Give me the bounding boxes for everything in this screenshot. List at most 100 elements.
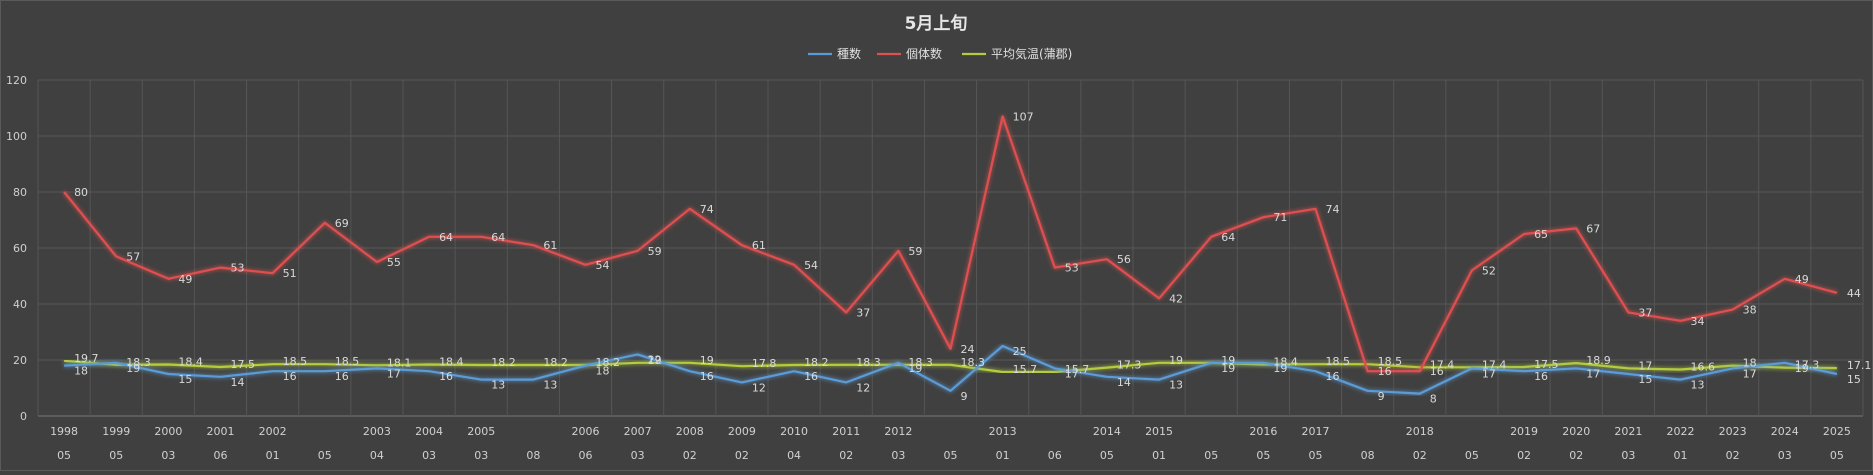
x-tick-sub: 03 (1778, 449, 1792, 462)
x-tick-year: 2001 (207, 425, 235, 438)
data-label: 37 (856, 306, 870, 319)
data-label: 18.3 (961, 356, 986, 369)
x-tick-year: 2025 (1823, 425, 1851, 438)
x-tick-year: 2010 (780, 425, 808, 438)
data-label: 17 (1065, 367, 1079, 380)
x-tick-sub: 05 (1100, 449, 1114, 462)
data-label: 13 (1169, 379, 1183, 392)
x-tick-year: 2009 (728, 425, 756, 438)
x-tick-year: 2008 (676, 425, 704, 438)
x-tick-sub: 02 (683, 449, 697, 462)
data-label: 18.5 (283, 355, 308, 368)
data-label: 8 (1430, 393, 1437, 406)
data-label: 19 (1273, 362, 1287, 375)
x-tick-year: 2003 (363, 425, 391, 438)
x-tick-year: 2021 (1614, 425, 1642, 438)
x-tick-year: 2004 (415, 425, 443, 438)
data-label: 18.5 (1326, 355, 1351, 368)
x-tick-year: 1999 (102, 425, 130, 438)
data-label: 51 (283, 267, 297, 280)
x-tick-year: 1998 (50, 425, 78, 438)
x-tick-sub: 01 (266, 449, 280, 462)
data-label: 61 (752, 239, 766, 252)
data-label: 42 (1169, 292, 1183, 305)
x-tick-sub: 03 (422, 449, 436, 462)
data-label: 49 (178, 273, 192, 286)
data-label: 19 (648, 354, 662, 367)
data-label: 64 (439, 231, 453, 244)
data-label: 34 (1691, 315, 1705, 328)
data-label: 107 (1013, 110, 1034, 123)
x-tick-year: 2017 (1302, 425, 1330, 438)
legend: 種数 個体数 平均気温(蒲郡) (808, 46, 1072, 61)
data-label: 57 (126, 250, 140, 263)
x-tick-sub: 02 (1726, 449, 1740, 462)
x-axis: 1998 05 1999 05 2000 03 2001 06 2002 01 05 2003 04 20… (50, 425, 1851, 462)
x-tick-sub: 05 (1465, 449, 1479, 462)
data-label: 14 (231, 376, 245, 389)
x-tick-sub: 02 (1517, 449, 1531, 462)
x-tick-year: 2013 (989, 425, 1017, 438)
data-label: 16 (1534, 370, 1548, 383)
data-label: 17 (1638, 359, 1652, 372)
y-tick-label: 120 (6, 74, 27, 87)
x-tick-sub: 02 (735, 449, 749, 462)
x-tick-sub: 08 (1361, 449, 1375, 462)
data-label: 18.5 (335, 355, 360, 368)
data-label: 74 (700, 203, 714, 216)
data-label: 17.5 (1534, 358, 1559, 371)
data-label: 24 (961, 343, 975, 356)
data-label: 19 (126, 362, 140, 375)
data-label: 16 (1326, 370, 1340, 383)
data-label: 15.7 (1013, 363, 1037, 376)
data-label: 17.3 (1117, 359, 1142, 372)
x-tick-sub: 05 (1830, 449, 1844, 462)
data-label: 25 (1013, 345, 1027, 358)
data-label: 53 (1065, 262, 1079, 275)
data-label: 44 (1847, 287, 1861, 300)
x-tick-year: 2012 (884, 425, 912, 438)
data-label: 16 (1430, 365, 1444, 378)
data-label: 22 (648, 353, 662, 366)
data-label: 12 (752, 381, 766, 394)
x-tick-sub: 06 (579, 449, 593, 462)
x-tick-year: 2014 (1093, 425, 1121, 438)
x-tick-sub: 02 (1569, 449, 1583, 462)
x-tick-year: 2023 (1719, 425, 1747, 438)
data-label: 18.2 (596, 356, 621, 369)
chart-title: 5月上旬 (905, 13, 968, 34)
x-tick-sub: 05 (1256, 449, 1270, 462)
x-tick-sub: 05 (109, 449, 123, 462)
data-label: 15 (178, 373, 192, 386)
x-tick-year: 2022 (1667, 425, 1695, 438)
x-tick-sub: 06 (214, 449, 228, 462)
data-label: 18 (1743, 357, 1757, 370)
data-label: 64 (491, 231, 505, 244)
data-label: 13 (543, 379, 557, 392)
data-label: 9 (961, 390, 968, 403)
data-label: 12 (856, 381, 870, 394)
data-label: 18.2 (804, 356, 829, 369)
data-label: 17.8 (752, 357, 777, 370)
data-label: 52 (1482, 264, 1496, 277)
x-tick-sub: 01 (1674, 449, 1688, 462)
legend-entry: 個体数 (906, 46, 942, 61)
data-label: 16.6 (1691, 361, 1716, 374)
x-tick-sub: 05 (1309, 449, 1323, 462)
data-label: 54 (804, 259, 818, 272)
data-label: 17 (1482, 367, 1496, 380)
y-tick-label: 20 (13, 354, 27, 367)
x-tick-sub: 01 (996, 449, 1010, 462)
gridlines (37, 79, 1864, 417)
data-label: 65 (1534, 228, 1548, 241)
data-label: 18.3 (908, 356, 933, 369)
data-label: 17 (1743, 367, 1757, 380)
x-tick-sub: 06 (1048, 449, 1062, 462)
x-tick-year: 2019 (1510, 425, 1538, 438)
data-label: 37 (1638, 306, 1652, 319)
x-tick-year: 2015 (1145, 425, 1173, 438)
x-tick-sub: 05 (57, 449, 71, 462)
data-label: 59 (648, 245, 662, 258)
